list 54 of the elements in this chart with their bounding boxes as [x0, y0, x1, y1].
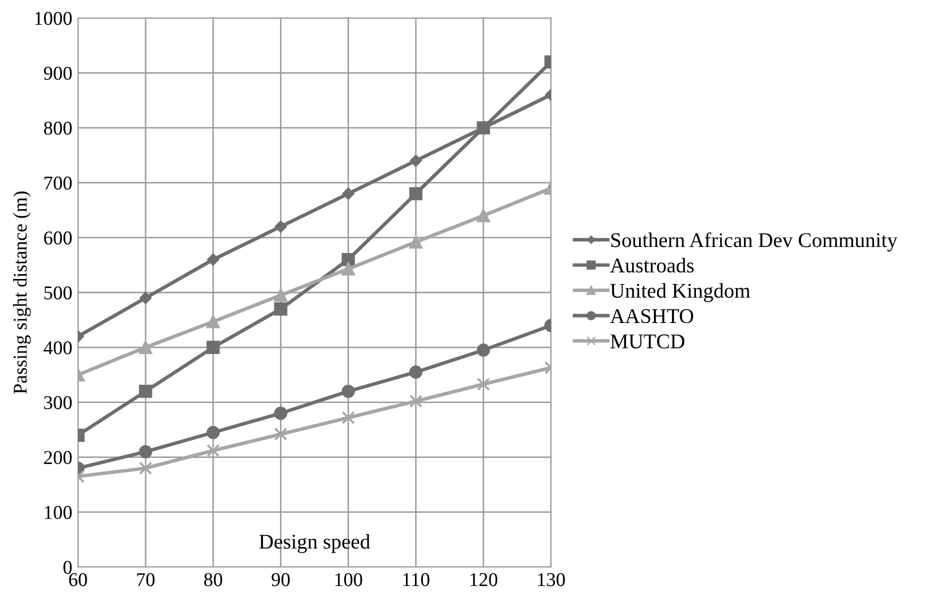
- legend-label: MUTCD: [610, 334, 684, 348]
- point: [342, 188, 354, 200]
- point: [138, 462, 152, 475]
- point: [206, 314, 220, 328]
- point: [342, 411, 355, 424]
- point: [138, 340, 152, 354]
- x-tick-label: 60: [69, 573, 87, 586]
- x-tick-label: 80: [204, 573, 222, 586]
- point: [476, 344, 490, 357]
- point: [206, 340, 220, 354]
- point: [206, 426, 220, 440]
- point: [274, 428, 288, 441]
- y-tick-label: 700: [44, 176, 72, 190]
- point: [476, 209, 490, 222]
- x-tick-label: 70: [137, 573, 155, 586]
- y-tick-label: 500: [44, 286, 72, 300]
- legend-label: Austroads: [610, 258, 694, 273]
- legend-label: AASHTO: [610, 309, 694, 324]
- point: [342, 252, 355, 266]
- point: [476, 378, 490, 391]
- point: [138, 445, 152, 458]
- y-tick-label: 400: [44, 341, 72, 354]
- y-tick-label: 200: [44, 451, 72, 464]
- point: [409, 235, 422, 249]
- point: [409, 366, 422, 379]
- point: [274, 288, 288, 302]
- point: [206, 444, 220, 458]
- x-tick-label: 110: [403, 573, 430, 586]
- y-tick-label: 0: [63, 560, 72, 574]
- x-tick-label: 90: [272, 573, 290, 586]
- point: [274, 220, 287, 233]
- y-axis-title: Passing sight distance (m): [13, 192, 31, 394]
- point: [342, 262, 355, 276]
- x-axis-title: Design speed: [259, 534, 370, 554]
- point: [207, 254, 220, 266]
- point: [274, 406, 288, 420]
- x-tick-label: 100: [335, 573, 362, 586]
- y-tick-label: 600: [44, 231, 72, 245]
- legend-label: United Kingdom: [610, 283, 750, 302]
- point: [274, 302, 288, 316]
- y-tick-label: 300: [44, 396, 72, 410]
- x-tick-label: 120: [470, 573, 498, 586]
- legend-label: Southern African Dev Community: [611, 232, 898, 252]
- point: [410, 154, 422, 167]
- y-tick-label: 900: [44, 66, 72, 80]
- point: [409, 187, 422, 200]
- point: [140, 292, 152, 304]
- y-tick-label: 800: [44, 122, 72, 135]
- y-tick-label: 100: [44, 506, 72, 520]
- y-tick-label: 1000: [35, 12, 72, 25]
- point: [138, 384, 152, 398]
- point: [409, 394, 422, 408]
- point: [342, 384, 355, 398]
- x-tick-label: 130: [538, 573, 565, 586]
